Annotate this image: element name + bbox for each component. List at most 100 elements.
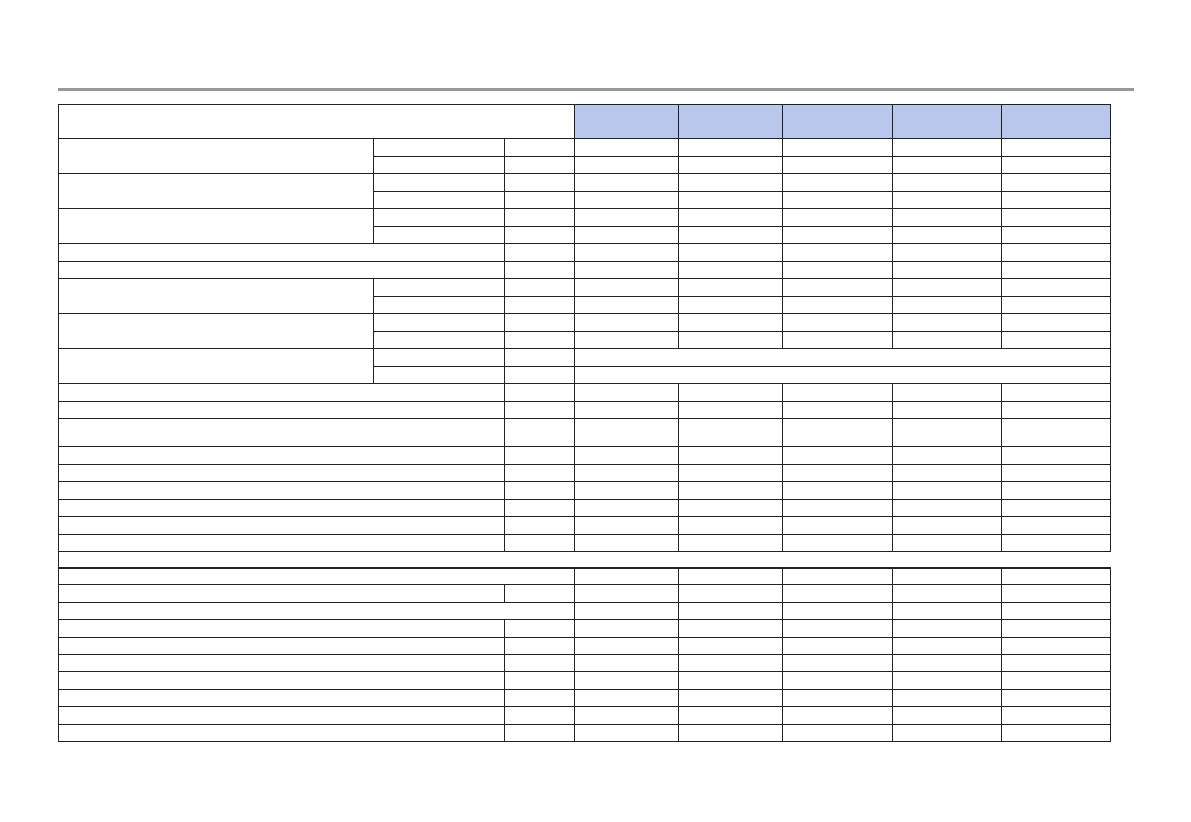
label-cell xyxy=(58,584,505,603)
value-cell xyxy=(1001,446,1112,465)
value-cell xyxy=(678,383,784,402)
sub-label-cell xyxy=(373,155,505,174)
value-cell xyxy=(1001,260,1112,279)
unit-cell xyxy=(503,173,576,192)
value-cell xyxy=(782,225,894,244)
value-cell xyxy=(574,723,680,742)
group-label-cell xyxy=(58,208,374,244)
label-cell xyxy=(58,243,505,262)
value-cell xyxy=(678,516,784,535)
merged-value-cell xyxy=(574,348,1112,367)
table-row xyxy=(58,619,1112,638)
unit-cell xyxy=(503,330,576,349)
value-cell xyxy=(1001,243,1112,262)
table-row xyxy=(58,313,1112,349)
label-cell xyxy=(57,601,576,621)
value-cell xyxy=(574,601,680,621)
table-row xyxy=(57,551,1111,569)
unit-cell xyxy=(503,636,576,655)
value-cell xyxy=(892,566,1003,586)
value-cell xyxy=(892,330,1003,349)
label-cell xyxy=(58,498,505,517)
value-cell xyxy=(574,400,680,419)
value-cell xyxy=(782,208,894,227)
table-row xyxy=(58,463,1112,482)
value-cell xyxy=(1001,481,1112,500)
table-row xyxy=(58,706,1112,725)
group-label-cell xyxy=(58,313,374,349)
value-cell xyxy=(678,671,784,690)
value-cell xyxy=(678,260,784,279)
value-cell xyxy=(892,498,1003,517)
value-cell xyxy=(782,584,894,603)
header-column-cell xyxy=(892,104,1003,139)
header-column-cell xyxy=(678,104,784,139)
value-cell xyxy=(892,601,1003,621)
table-row xyxy=(58,636,1112,655)
value-cell xyxy=(574,533,680,552)
table-row xyxy=(58,671,1112,690)
merged-value-cell xyxy=(574,365,1112,384)
unit-cell xyxy=(503,516,576,535)
value-cell xyxy=(678,295,784,314)
value-cell xyxy=(574,383,680,402)
value-cell xyxy=(892,190,1003,209)
value-cell xyxy=(1001,208,1112,227)
value-cell xyxy=(892,619,1003,638)
value-cell xyxy=(892,723,1003,742)
label-cell xyxy=(58,653,505,673)
value-cell xyxy=(1001,566,1112,586)
sub-label-cell xyxy=(373,190,505,209)
label-cell xyxy=(58,400,505,419)
value-cell xyxy=(1001,155,1112,174)
value-cell xyxy=(678,601,784,621)
value-cell xyxy=(574,313,680,332)
value-cell xyxy=(678,653,784,673)
unit-cell xyxy=(503,671,576,690)
unit-cell xyxy=(503,365,576,384)
value-cell xyxy=(782,138,894,157)
table-row xyxy=(58,400,1112,419)
unit-cell xyxy=(503,383,576,402)
value-cell xyxy=(782,295,894,314)
value-cell xyxy=(892,400,1003,419)
value-cell xyxy=(782,498,894,517)
value-cell xyxy=(782,516,894,535)
label-cell xyxy=(57,566,576,586)
value-cell xyxy=(678,190,784,209)
value-cell xyxy=(892,138,1003,157)
value-cell xyxy=(1001,278,1112,297)
sub-label-cell xyxy=(373,278,505,297)
value-cell xyxy=(782,260,894,279)
sub-label-cell xyxy=(373,295,505,314)
label-cell xyxy=(58,688,505,708)
unit-cell xyxy=(503,418,576,447)
value-cell xyxy=(892,155,1003,174)
table-row xyxy=(58,446,1112,465)
value-cell xyxy=(678,584,784,603)
value-cell xyxy=(574,566,680,586)
value-cell xyxy=(574,498,680,517)
label-cell xyxy=(58,516,505,535)
value-cell xyxy=(892,208,1003,227)
table-row xyxy=(58,688,1112,708)
spec-table xyxy=(57,104,1112,569)
label-cell xyxy=(58,463,505,482)
value-cell xyxy=(678,278,784,297)
sub-label-cell xyxy=(373,208,505,227)
value-cell xyxy=(678,533,784,552)
value-cell xyxy=(782,313,894,332)
table-row xyxy=(58,516,1112,535)
value-cell xyxy=(1001,498,1112,517)
table-row xyxy=(58,138,1112,174)
unit-cell xyxy=(503,348,576,367)
value-cell xyxy=(892,463,1003,482)
table-row xyxy=(58,173,1112,209)
table-row xyxy=(58,418,1112,447)
value-cell xyxy=(678,463,784,482)
value-cell xyxy=(678,173,784,192)
group-label-cell xyxy=(58,173,374,209)
value-cell xyxy=(1001,400,1112,419)
value-cell xyxy=(1001,601,1112,621)
value-cell xyxy=(892,688,1003,708)
